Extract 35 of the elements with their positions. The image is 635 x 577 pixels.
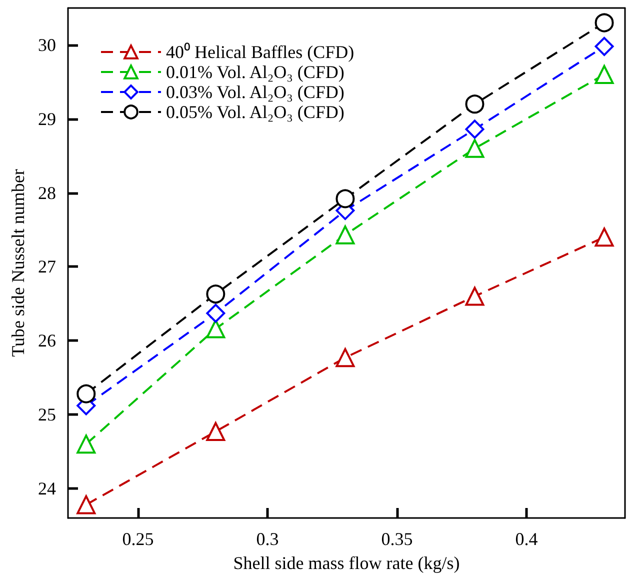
point xyxy=(206,284,226,304)
y-tick-label: 27 xyxy=(38,256,56,277)
point xyxy=(465,138,484,158)
y-tick-label: 30 xyxy=(38,34,56,55)
point xyxy=(336,348,355,368)
point xyxy=(76,384,96,404)
point xyxy=(336,225,355,244)
point xyxy=(465,94,484,114)
x-axis-title: Shell side mass flow rate (kg/s) xyxy=(233,553,460,573)
legend-label: 0.05% Vol. Al₂O₃ (CFD) xyxy=(166,102,344,122)
point xyxy=(336,189,355,208)
x-tick-label: 0.4 xyxy=(515,529,538,549)
point xyxy=(76,434,96,454)
point xyxy=(594,13,614,32)
legend-label: 0.01% Vol. Al₂O₃ (CFD) xyxy=(166,62,344,82)
y-tick-label: 24 xyxy=(38,478,56,498)
y-axis-title: Tube side Nusselt number xyxy=(8,169,28,357)
point xyxy=(465,120,484,139)
x-tick-label: 0.25 xyxy=(122,529,154,549)
y-tick-label: 28 xyxy=(38,182,56,203)
point xyxy=(594,36,614,56)
x-tick-label: 0.3 xyxy=(256,529,279,549)
point xyxy=(76,495,96,514)
y-tick-label: 29 xyxy=(38,108,56,129)
x-tick-label: 0.35 xyxy=(381,529,413,549)
point xyxy=(206,304,226,323)
point xyxy=(206,319,226,338)
point xyxy=(594,228,614,247)
y-tick-label: 26 xyxy=(38,330,56,351)
point xyxy=(206,422,226,442)
point xyxy=(465,286,484,306)
point xyxy=(594,65,614,84)
y-tick-label: 25 xyxy=(38,404,56,425)
legend-label: 0.03% Vol. Al₂O₃ (CFD) xyxy=(166,82,344,102)
legend-label: 40⁰ Helical Baffles (CFD) xyxy=(166,42,354,62)
